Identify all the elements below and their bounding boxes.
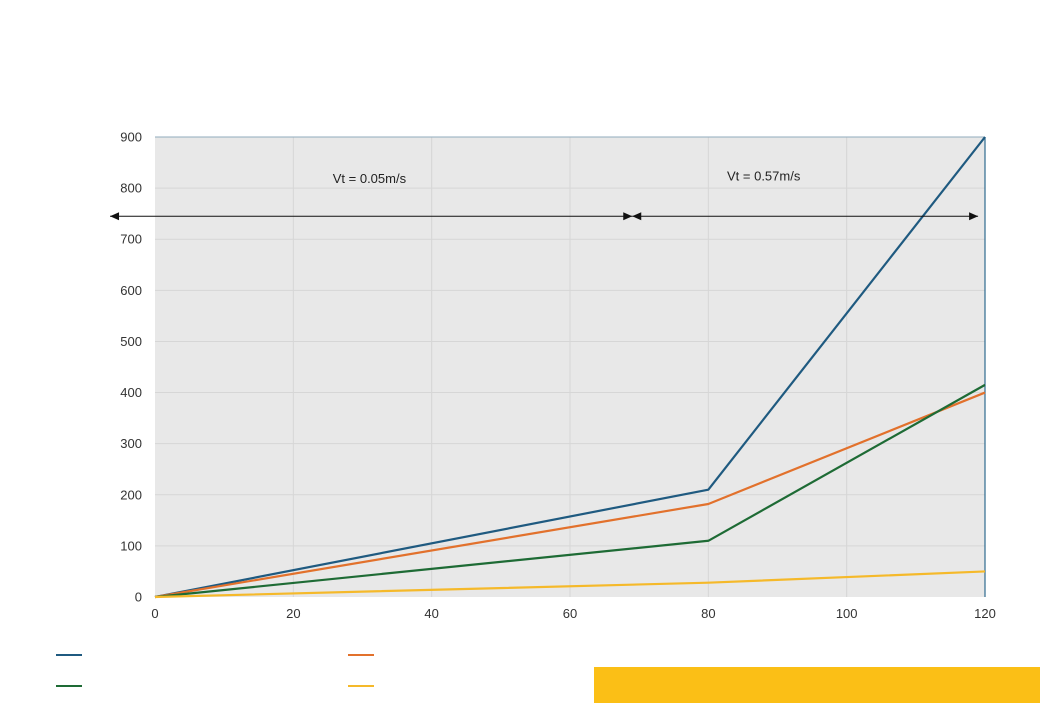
x-tick-label: 80 [701, 606, 715, 621]
y-tick-label: 700 [120, 232, 142, 247]
series-line-2 [154, 391, 986, 599]
x-tick-label: 120 [974, 606, 996, 621]
arrowhead-right [969, 212, 979, 221]
footer-accent-bar [594, 667, 1040, 703]
legend-swatch-3 [56, 685, 82, 687]
y-tick-label: 600 [120, 283, 142, 298]
arrowhead-left [632, 212, 642, 221]
series-line-1 [154, 136, 986, 599]
y-tick-label: 500 [120, 334, 142, 349]
y-tick-label: 100 [120, 538, 142, 553]
arrowhead-left [110, 212, 120, 221]
x-tick-label: 60 [563, 606, 577, 621]
annotations: Vt = 0.05m/s Vt = 0.57m/s [110, 168, 979, 221]
x-tick-label: 20 [286, 606, 300, 621]
axis-tick-labels: 0 100 200 300 400 500 600 700 800 900 0 20 40 60 80 100… [120, 130, 996, 622]
y-tick-label: 900 [120, 130, 142, 145]
series-line-4 [154, 570, 986, 599]
series-lines [154, 136, 986, 599]
legend-swatch-2 [348, 654, 374, 656]
x-tick-label: 0 [151, 606, 158, 621]
annotation-label-1: Vt = 0.05m/s [333, 171, 407, 186]
gridlines [155, 136, 986, 597]
legend-swatch-1 [56, 654, 82, 656]
y-tick-label: 300 [120, 436, 142, 451]
legend-swatch-4 [348, 685, 374, 687]
y-tick-label: 0 [135, 590, 142, 605]
y-tick-label: 200 [120, 487, 142, 502]
y-tick-label: 400 [120, 385, 142, 400]
y-tick-label: 800 [120, 181, 142, 196]
annotation-label-2: Vt = 0.57m/s [727, 168, 801, 183]
arrowhead-right [623, 212, 633, 221]
x-tick-label: 100 [836, 606, 858, 621]
series-line-3 [154, 383, 986, 599]
x-tick-label: 40 [424, 606, 438, 621]
